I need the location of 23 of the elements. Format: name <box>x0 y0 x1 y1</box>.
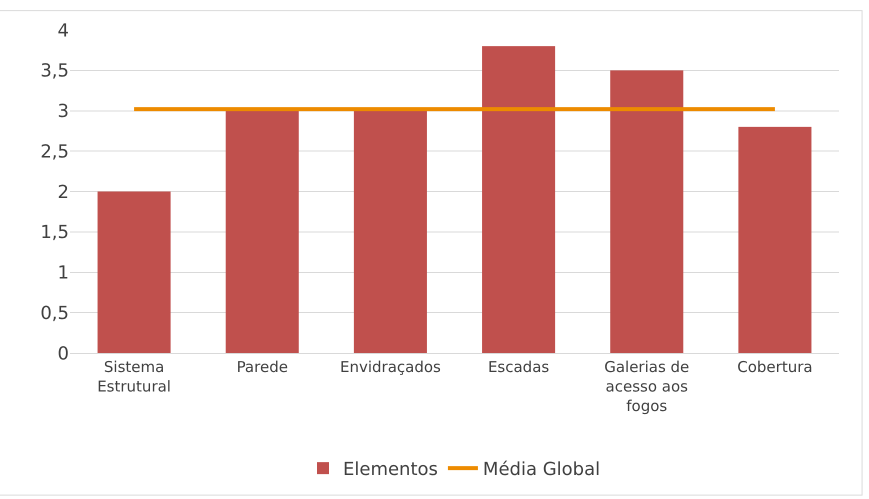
x-tick-label: Parede <box>236 358 288 376</box>
x-tick-label: Escadas <box>488 358 550 376</box>
y-tick-label: 1,5 <box>40 222 69 244</box>
x-tick-label: Envidraçados <box>340 358 442 376</box>
y-tick-label: 1 <box>58 262 69 284</box>
bar <box>738 126 812 353</box>
bar <box>482 46 556 353</box>
x-tick-label: Cobertura <box>737 358 813 376</box>
y-tick-label: 4 <box>58 20 69 42</box>
y-tick-label: 3 <box>58 101 69 122</box>
bar <box>610 70 684 353</box>
legend-label: Elementos <box>343 459 438 480</box>
bar <box>354 110 427 353</box>
y-tick-label: 0,5 <box>40 302 69 324</box>
legend-label: Média Global <box>482 459 600 480</box>
x-tick-label: Sistema Estrutural <box>97 358 171 396</box>
y-tick-label: 3,5 <box>40 60 69 82</box>
x-tick-label: Galerias de acesso aos fogos <box>604 358 690 415</box>
bar <box>226 110 299 353</box>
y-tick-label: 0 <box>58 343 69 364</box>
y-tick-label: 2 <box>58 182 69 203</box>
bar <box>98 192 171 353</box>
y-tick-label: 2,5 <box>40 141 69 162</box>
